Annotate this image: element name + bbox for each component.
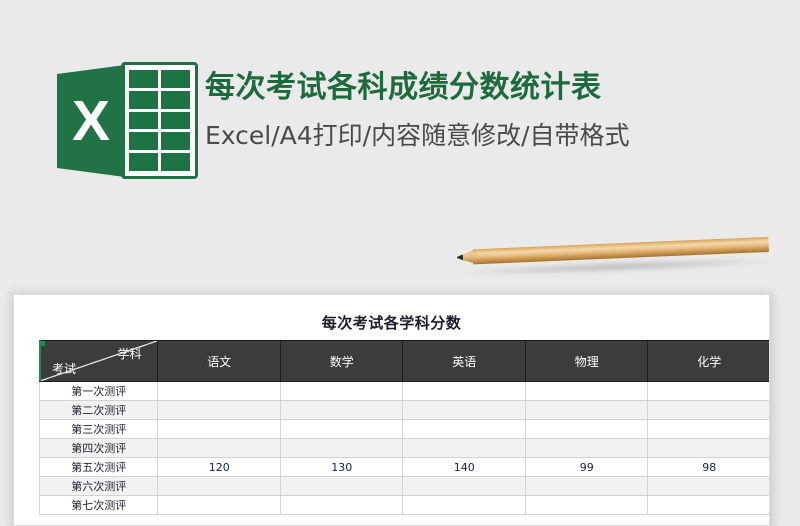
table-row[interactable]: 第二次测评 <box>38 400 769 420</box>
cell-value[interactable] <box>402 495 526 515</box>
row-label: 第四次测评 <box>38 438 159 458</box>
corner-header-cell: 学科 考试 <box>38 340 159 382</box>
corner-subject-label: 学科 <box>117 347 142 361</box>
cell-value[interactable] <box>524 495 649 515</box>
excel-logo: X <box>57 62 198 179</box>
worksheet-preview: 每次考试各学科分数 学科 考试 语文 <box>13 294 770 526</box>
cell-value[interactable] <box>647 381 769 401</box>
cell-value[interactable] <box>524 438 649 458</box>
cell-value[interactable]: 120 <box>157 457 281 477</box>
row-label: 第一次测评 <box>38 381 159 401</box>
row-label: 第七次测评 <box>38 495 159 515</box>
scores-table-head: 学科 考试 语文 数学 英语 物理 化学 <box>38 340 769 382</box>
hero-banner: X 每次考试各科成绩分数统计表 Excel/A4打印/内容随意修改/自带格式 <box>0 0 800 240</box>
row-label: 第六次测评 <box>38 476 159 496</box>
table-header-row: 学科 考试 语文 数学 英语 物理 化学 <box>38 340 769 382</box>
excel-logo-grid <box>129 70 190 171</box>
cell-value[interactable] <box>402 476 526 496</box>
column-header-chinese: 语文 <box>157 340 281 382</box>
cell-value[interactable] <box>279 495 404 515</box>
cell-value[interactable] <box>157 476 281 496</box>
column-header-chemistry: 化学 <box>647 340 769 382</box>
cell-value[interactable]: 140 <box>402 457 526 477</box>
worksheet-title: 每次考试各学科分数 <box>321 314 462 332</box>
excel-logo-panel: X <box>57 65 125 177</box>
column-header-math: 数学 <box>279 340 404 382</box>
table-row[interactable]: 第五次测评 120 130 140 99 98 <box>38 457 769 477</box>
excel-logo-sheet <box>121 62 198 179</box>
pencil-lead <box>457 254 463 260</box>
cell-value[interactable] <box>647 476 769 496</box>
table-row[interactable]: 第三次测评 <box>38 419 769 439</box>
cell-value[interactable] <box>402 419 526 439</box>
cell-value[interactable] <box>402 438 526 458</box>
row-label: 第三次测评 <box>38 419 159 439</box>
cell-value[interactable] <box>402 381 526 401</box>
table-row[interactable]: 第一次测评 <box>38 381 769 401</box>
corner-exam-label: 考试 <box>52 362 77 376</box>
page-title: 每次考试各科成绩分数统计表 <box>205 70 602 105</box>
cell-value[interactable] <box>279 400 404 420</box>
row-label: 第五次测评 <box>38 457 159 477</box>
cell-value[interactable] <box>524 381 649 401</box>
cell-value[interactable] <box>157 495 281 515</box>
cell-value[interactable]: 98 <box>647 457 769 477</box>
cell-value[interactable] <box>157 381 281 401</box>
hero-text-block: 每次考试各科成绩分数统计表 Excel/A4打印/内容随意修改/自带格式 <box>205 70 785 151</box>
corner-diagonal-line <box>40 341 157 381</box>
row-label: 第二次测评 <box>38 400 159 420</box>
table-row[interactable]: 第四次测评 <box>38 438 769 458</box>
scores-table-body: 第一次测评 第二次测评 <box>38 381 769 515</box>
cell-value[interactable] <box>279 381 404 401</box>
table-row[interactable]: 第七次测评 <box>38 495 769 515</box>
column-header-english: 英语 <box>402 340 526 382</box>
cell-value[interactable] <box>402 400 526 420</box>
cell-value[interactable] <box>524 419 649 439</box>
cell-value[interactable] <box>647 400 769 420</box>
cell-value[interactable] <box>157 438 281 458</box>
cell-value[interactable] <box>279 476 404 496</box>
cell-value[interactable]: 130 <box>279 457 404 477</box>
worksheet-table-wrap: 学科 考试 语文 数学 英语 物理 化学 第一次测评 <box>14 340 769 515</box>
cell-value[interactable] <box>157 400 281 420</box>
cell-value[interactable] <box>279 419 404 439</box>
cell-value[interactable] <box>279 438 404 458</box>
column-header-physics: 物理 <box>524 340 649 382</box>
table-row[interactable]: 第六次测评 <box>38 476 769 496</box>
page-subtitle: Excel/A4打印/内容随意修改/自带格式 <box>205 121 630 151</box>
cell-value[interactable] <box>647 495 769 515</box>
cell-value[interactable] <box>524 476 649 496</box>
cell-value[interactable] <box>157 419 281 439</box>
cell-value[interactable] <box>524 400 649 420</box>
cell-value[interactable] <box>647 438 769 458</box>
cell-value[interactable] <box>647 419 769 439</box>
excel-logo-letter: X <box>71 88 111 153</box>
cell-value[interactable]: 99 <box>524 457 649 477</box>
row-selection-indicator <box>39 340 41 381</box>
scores-table: 学科 考试 语文 数学 英语 物理 化学 第一次测评 <box>38 340 769 515</box>
